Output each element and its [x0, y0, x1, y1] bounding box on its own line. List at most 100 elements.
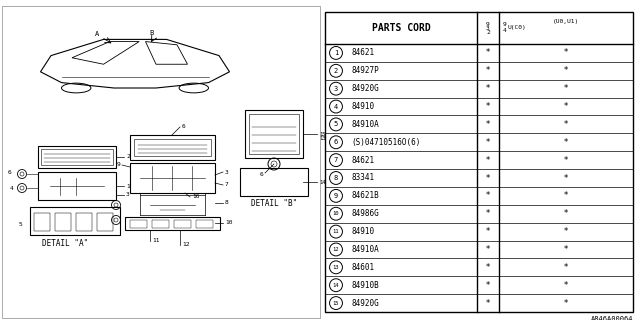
- Bar: [174, 220, 191, 228]
- Text: *: *: [486, 84, 490, 93]
- Text: *: *: [486, 138, 490, 147]
- Text: *: *: [564, 299, 568, 308]
- Text: *: *: [564, 48, 568, 57]
- Text: *: *: [564, 191, 568, 200]
- Text: *: *: [564, 281, 568, 290]
- Text: *: *: [486, 48, 490, 57]
- Bar: [134, 139, 211, 156]
- Text: *: *: [486, 120, 490, 129]
- Bar: [2, 6, 320, 318]
- Bar: [240, 168, 308, 196]
- Text: 12: 12: [182, 243, 189, 247]
- Text: 84920G: 84920G: [351, 299, 379, 308]
- Bar: [130, 220, 147, 228]
- Text: 1: 1: [334, 50, 338, 56]
- Text: *: *: [486, 281, 490, 290]
- Text: 8: 8: [225, 201, 228, 205]
- Text: 4: 4: [503, 28, 507, 34]
- Text: 7: 7: [225, 182, 228, 188]
- Bar: [76, 213, 92, 231]
- Text: *: *: [486, 191, 490, 200]
- Text: B: B: [150, 30, 154, 36]
- Text: DETAIL "A": DETAIL "A": [42, 239, 88, 249]
- Bar: [245, 110, 303, 158]
- Text: 13: 13: [333, 265, 339, 270]
- Bar: [130, 135, 215, 160]
- Bar: [38, 172, 116, 200]
- Text: *: *: [486, 173, 490, 182]
- Text: 5: 5: [18, 221, 22, 227]
- Bar: [130, 163, 215, 193]
- Text: 6: 6: [259, 172, 263, 178]
- Text: 84621: 84621: [351, 156, 374, 164]
- Bar: [97, 213, 113, 231]
- Text: *: *: [564, 173, 568, 182]
- Text: 7: 7: [334, 157, 338, 163]
- Text: 84986G: 84986G: [351, 209, 379, 218]
- Text: A: A: [95, 31, 99, 37]
- Text: 8: 8: [334, 175, 338, 181]
- Text: 2: 2: [126, 155, 130, 159]
- Text: *: *: [486, 66, 490, 75]
- Text: 1: 1: [126, 183, 130, 188]
- Text: *: *: [564, 263, 568, 272]
- Text: 3: 3: [225, 170, 228, 174]
- Text: U(C0): U(C0): [508, 26, 527, 30]
- Text: 9: 9: [486, 22, 490, 28]
- Text: 10: 10: [225, 220, 232, 226]
- Text: 14: 14: [333, 283, 339, 288]
- Text: *: *: [486, 102, 490, 111]
- Bar: [152, 220, 169, 228]
- Text: *: *: [564, 227, 568, 236]
- Text: 9: 9: [503, 22, 507, 28]
- Text: *: *: [486, 299, 490, 308]
- Text: 3: 3: [486, 27, 490, 31]
- Bar: [30, 207, 120, 235]
- Text: 84621B: 84621B: [351, 191, 379, 200]
- Text: *: *: [564, 209, 568, 218]
- Text: 84601: 84601: [351, 263, 374, 272]
- Text: *: *: [486, 156, 490, 164]
- Bar: [34, 213, 50, 231]
- Text: 11: 11: [152, 238, 159, 244]
- Text: *: *: [564, 245, 568, 254]
- Text: 2: 2: [486, 30, 490, 36]
- Text: 6: 6: [182, 124, 186, 130]
- Text: 6: 6: [334, 139, 338, 145]
- Text: A846A00064: A846A00064: [591, 316, 633, 320]
- Text: 12: 12: [333, 247, 339, 252]
- Text: (S)04710516O(6): (S)04710516O(6): [351, 138, 420, 147]
- Text: *: *: [564, 66, 568, 75]
- Text: 84910: 84910: [351, 227, 374, 236]
- Text: *: *: [486, 227, 490, 236]
- Text: *: *: [486, 263, 490, 272]
- Bar: [41, 149, 113, 165]
- Text: *: *: [564, 156, 568, 164]
- Text: 11: 11: [333, 229, 339, 234]
- Text: 9: 9: [334, 193, 338, 199]
- Bar: [38, 146, 116, 168]
- Text: 10: 10: [333, 211, 339, 216]
- Text: *: *: [564, 84, 568, 93]
- Text: *: *: [486, 245, 490, 254]
- Text: (U0,U1): (U0,U1): [553, 19, 579, 24]
- Text: 84910: 84910: [351, 102, 374, 111]
- Bar: [249, 114, 299, 154]
- Text: 6: 6: [8, 170, 12, 174]
- Text: *: *: [564, 120, 568, 129]
- Text: 84910A: 84910A: [351, 120, 379, 129]
- Text: 84910B: 84910B: [351, 281, 379, 290]
- Text: 15: 15: [333, 300, 339, 306]
- Text: 15: 15: [319, 132, 326, 137]
- Bar: [125, 217, 220, 230]
- Text: *: *: [564, 138, 568, 147]
- Bar: [196, 220, 213, 228]
- Text: *: *: [564, 102, 568, 111]
- Text: 83341: 83341: [351, 173, 374, 182]
- Text: 16: 16: [192, 195, 200, 199]
- Text: 84920G: 84920G: [351, 84, 379, 93]
- Text: 5: 5: [334, 121, 338, 127]
- Text: 13: 13: [319, 137, 326, 141]
- Text: DETAIL "B": DETAIL "B": [251, 198, 297, 207]
- Text: 84927P: 84927P: [351, 66, 379, 75]
